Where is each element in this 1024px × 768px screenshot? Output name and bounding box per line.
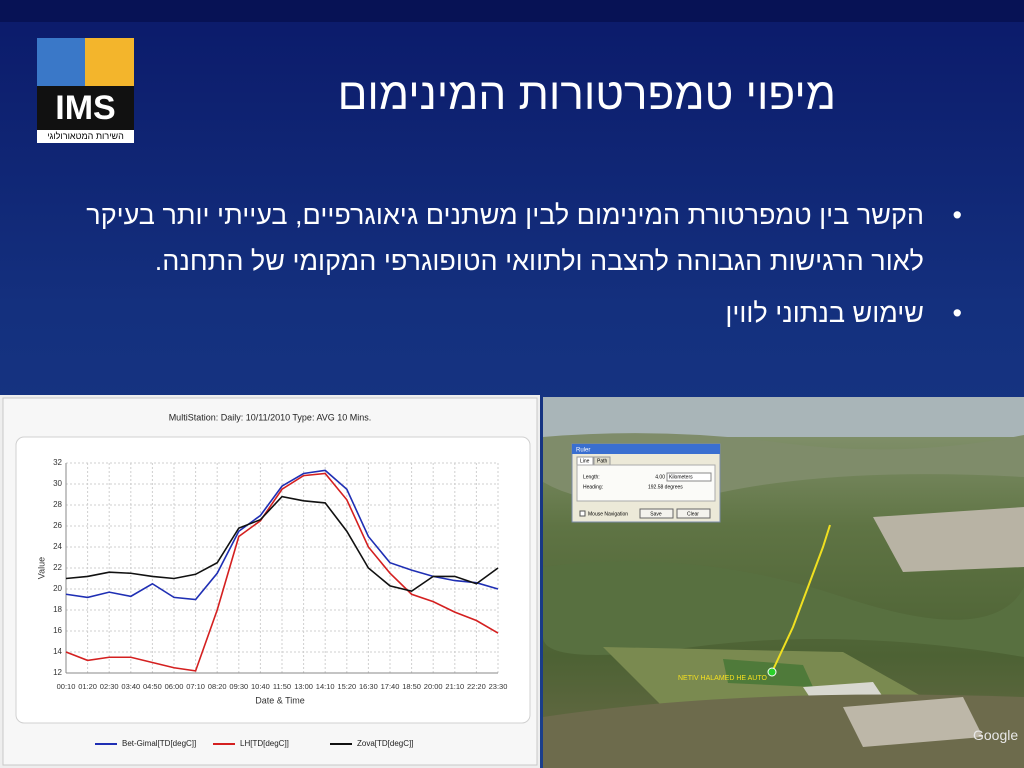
tab-label: Path [597, 458, 608, 464]
x-tick-label: 07:10 [186, 682, 205, 691]
button-label: Save [650, 511, 662, 517]
button[interactable] [676, 508, 711, 519]
logo: IMS השירות המטאורולוגי [37, 38, 134, 143]
tab-panel [576, 464, 716, 502]
y-axis-label: Value [36, 557, 46, 579]
x-tick-label: 16:30 [359, 682, 378, 691]
dialog-title: Ruler [576, 448, 590, 454]
tab-label: Line [580, 458, 590, 464]
length-value: 4.00 [655, 474, 665, 480]
x-axis-label: Date & Time [255, 695, 305, 705]
series-line [65, 495, 499, 592]
ruler-dialog: Ruler Line Path Length: 4.00 Kilometers … [571, 443, 721, 523]
satellite-map: NETIV HALAMED HE AUTO Google Ruler Line … [543, 397, 1024, 768]
y-tick-label: 16 [53, 626, 62, 635]
x-tick-label: 22:20 [467, 682, 486, 691]
logo-sun [85, 38, 134, 86]
length-label: Length: [583, 474, 600, 480]
village [843, 697, 983, 747]
ruler-path [771, 524, 831, 673]
x-tick-label: 18:50 [402, 682, 421, 691]
logo-caption: השירות המטאורולוגי [47, 131, 124, 141]
sky-haze [543, 397, 1024, 437]
dialog-titlebar [572, 444, 720, 454]
x-tick-label: 11:50 [273, 682, 291, 691]
series-line [65, 472, 499, 672]
x-tick-label: 21:10 [445, 682, 464, 691]
y-tick-label: 26 [53, 521, 62, 530]
top-bar [0, 0, 1024, 22]
plot-frame [15, 436, 531, 724]
legend-label: Bet-Gimal[TD[degC]] [122, 739, 196, 748]
bullet: הקשר בין טמפרטורת המינימום לבין משתנים ג… [50, 192, 962, 284]
x-tick-label: 03:40 [121, 682, 140, 691]
x-tick-label: 09:30 [229, 682, 248, 691]
series-line [65, 469, 499, 601]
button-label: Clear [687, 511, 699, 517]
x-tick-label: 01:20 [78, 682, 97, 691]
y-tick-label: 14 [53, 647, 62, 656]
y-tick-label: 20 [53, 584, 62, 593]
hills [543, 561, 1024, 657]
y-tick-label: 28 [53, 500, 62, 509]
x-tick-label: 10:40 [251, 682, 270, 691]
y-tick-label: 30 [53, 479, 62, 488]
bullet: שימוש בנתוני לווין [50, 290, 962, 336]
x-tick-label: 23:30 [489, 682, 508, 691]
button[interactable] [639, 508, 674, 519]
y-tick-label: 12 [53, 668, 62, 677]
x-tick-label: 14:10 [316, 682, 335, 691]
x-tick-label: 13:00 [294, 682, 313, 691]
checkbox[interactable] [579, 510, 586, 517]
logo-cloud [37, 38, 85, 86]
x-tick-label: 06:00 [165, 682, 184, 691]
place-label: NETIV HALAMED HE AUTO [678, 675, 768, 682]
checkbox-label: Mouse Navigation [588, 511, 628, 517]
x-tick-label: 02:30 [100, 682, 119, 691]
length-unit: Kilometers [669, 474, 693, 480]
y-tick-label: 24 [53, 542, 62, 551]
placemark [767, 667, 777, 677]
x-tick-label: 00:10 [57, 682, 76, 691]
legend-label: Zova[TD[degC]] [357, 739, 413, 748]
y-tick-label: 18 [53, 605, 62, 614]
chart: MultiStation: Daily: 10/11/2010 Type: AV… [0, 395, 540, 768]
brand: Google [973, 727, 1018, 743]
unit-select[interactable] [666, 472, 712, 482]
heading-label: Heading: [583, 484, 603, 490]
bullet-list: הקשר בין טמפרטורת המינימום לבין משתנים ג… [50, 192, 964, 342]
y-tick-label: 22 [53, 563, 62, 572]
legend-label: LH[TD[degC]] [240, 739, 289, 748]
x-tick-label: 15:20 [337, 682, 356, 691]
x-tick-label: 04:50 [143, 682, 162, 691]
town [873, 507, 1024, 572]
chart-title: MultiStation: Daily: 10/11/2010 Type: AV… [169, 412, 372, 422]
heading-value: 192.58 degrees [648, 484, 683, 490]
x-tick-label: 08:20 [208, 682, 227, 691]
x-tick-label: 20:00 [424, 682, 443, 691]
slide-title: מיפוי טמפרטורות המינימום [337, 70, 836, 119]
logo-text: IMS [37, 86, 134, 130]
x-tick-label: 17:40 [381, 682, 400, 691]
y-tick-label: 32 [53, 458, 62, 467]
